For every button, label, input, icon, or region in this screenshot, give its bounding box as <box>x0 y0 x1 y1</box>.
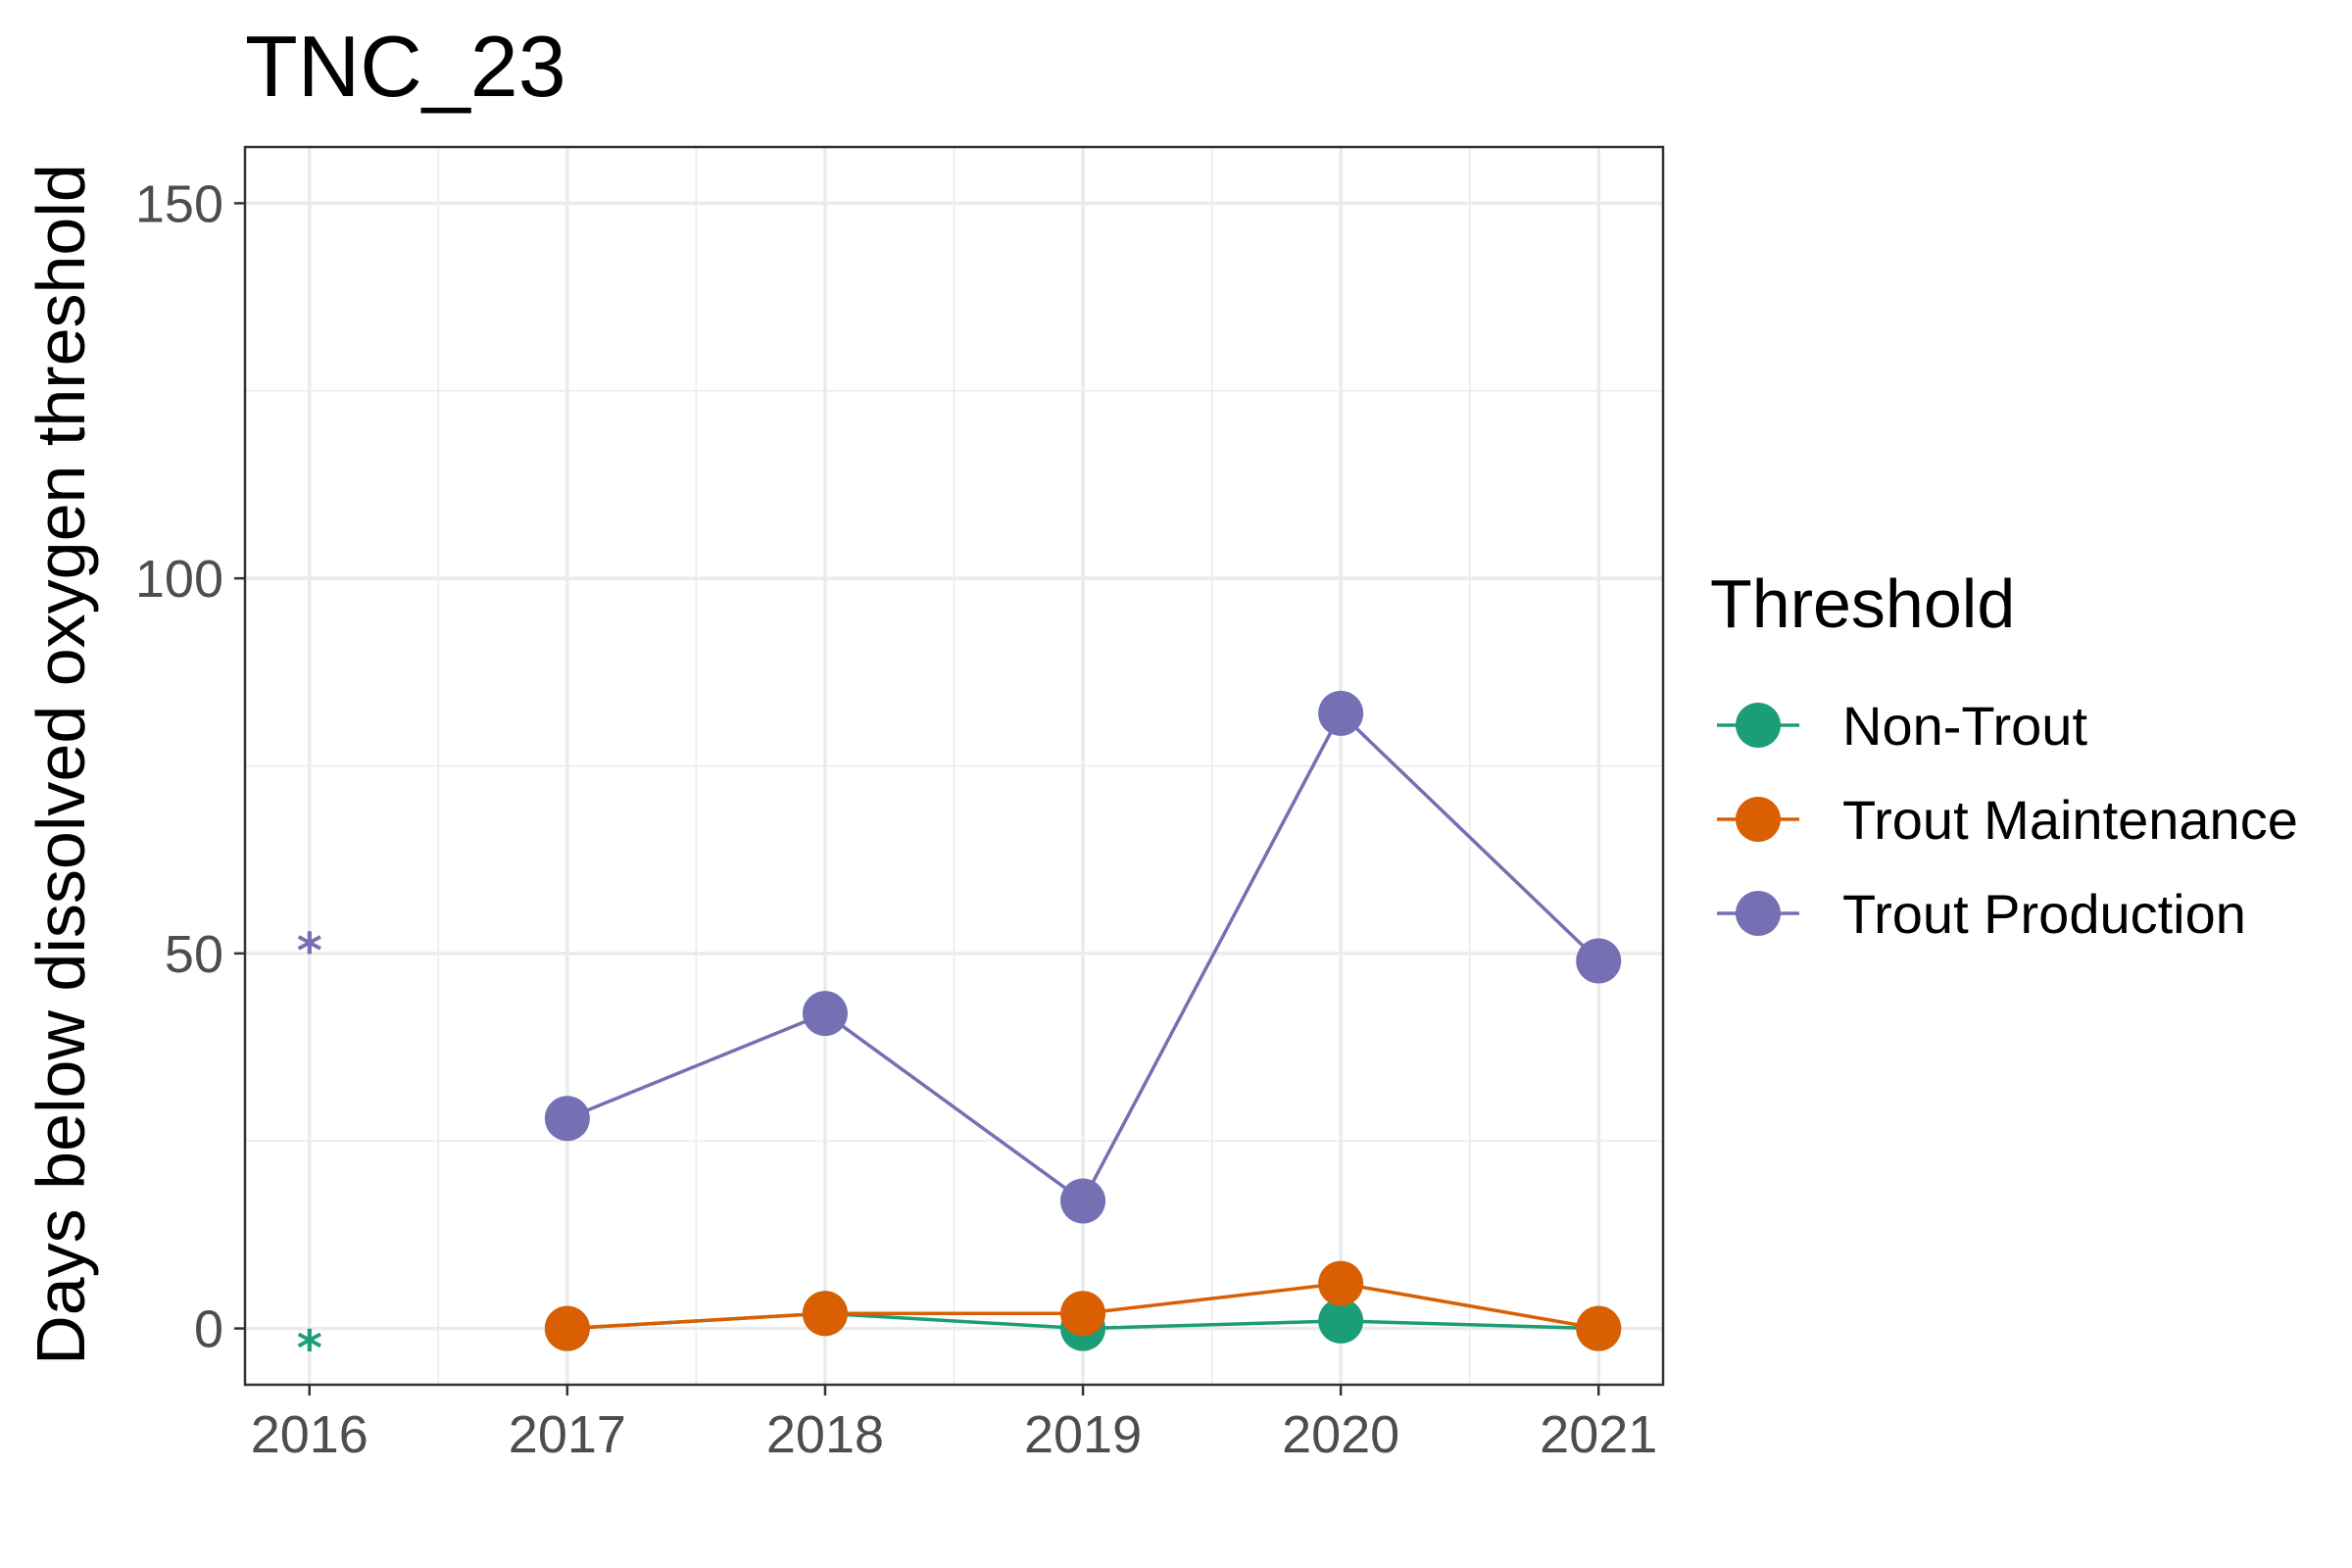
y-tick-label: 0 <box>194 1300 223 1359</box>
legend-key-point <box>1736 703 1781 748</box>
data-point <box>544 1096 590 1142</box>
y-axis-title: Days below dissolved oxygen threshold <box>23 164 99 1365</box>
panel-border-rect <box>243 145 1665 1387</box>
minor-gridlines <box>245 147 1663 1385</box>
x-tick-label: 2020 <box>1282 1405 1399 1464</box>
legend-label: Non-Trout <box>1842 695 2087 757</box>
annotation-asterisk: * <box>297 923 322 980</box>
series-layer <box>544 690 1622 1351</box>
annotation-asterisk: * <box>297 1320 322 1377</box>
y-tick-label: 50 <box>165 925 223 984</box>
legend-item: Trout Maintenance <box>1717 789 2298 851</box>
x-tick-label: 2018 <box>766 1405 884 1464</box>
legend: Threshold Non-Trout Trout Maintenance Trou… <box>1710 565 2298 945</box>
annotations-layer: ** <box>297 923 322 1378</box>
data-point <box>1060 1178 1106 1224</box>
series-trout-maintenance <box>544 1260 1622 1351</box>
y-axis: 0 50 100 150 <box>135 174 245 1359</box>
legend-key-point <box>1736 797 1781 842</box>
chart-title: TNC_23 <box>245 18 566 115</box>
data-point <box>802 991 848 1037</box>
y-tick-label: 150 <box>135 174 223 233</box>
legend-item: Non-Trout <box>1717 695 2087 757</box>
data-point <box>1576 938 1622 984</box>
data-point <box>1318 690 1364 736</box>
x-tick-label: 2017 <box>509 1405 626 1464</box>
plot-border <box>243 145 1665 1387</box>
x-tick-label: 2021 <box>1540 1405 1657 1464</box>
data-point <box>544 1305 590 1351</box>
legend-item: Trout Production <box>1717 883 2246 945</box>
x-axis: 2016 2017 2018 2019 2020 2021 <box>251 1385 1657 1464</box>
data-point <box>1060 1291 1106 1337</box>
data-point <box>1576 1305 1622 1351</box>
series-trout-production <box>544 690 1622 1224</box>
y-tick-label: 100 <box>135 550 223 609</box>
legend-key-point <box>1736 891 1781 936</box>
data-point <box>1318 1260 1364 1306</box>
data-point <box>1318 1298 1364 1344</box>
legend-items: Non-Trout Trout Maintenance Trout Producti… <box>1717 695 2298 945</box>
legend-label: Trout Maintenance <box>1842 789 2298 851</box>
data-point <box>802 1291 848 1337</box>
legend-title: Threshold <box>1710 565 2015 642</box>
legend-label: Trout Production <box>1842 883 2246 945</box>
x-tick-label: 2016 <box>251 1405 368 1464</box>
major-gridlines <box>245 147 1663 1385</box>
x-tick-label: 2019 <box>1024 1405 1142 1464</box>
